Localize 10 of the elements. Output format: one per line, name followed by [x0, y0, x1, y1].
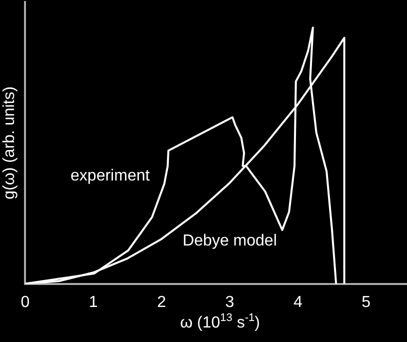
series-label: Debye model: [182, 232, 277, 250]
y-axis-title: g(ω) (arb. units): [1, 86, 18, 200]
x-tick-label: 5: [362, 294, 371, 311]
x-axis-title: ω (10$^{13}$ s$^{-1}$): [179, 312, 261, 332]
x-tick-label: 0: [20, 294, 30, 311]
x-tick-label: 2: [157, 294, 166, 311]
x-tick-label: 3: [225, 294, 234, 311]
x-tick-label: 1: [88, 294, 98, 311]
x-tick-label: 4: [293, 294, 302, 311]
series-label: experiment: [70, 167, 150, 184]
